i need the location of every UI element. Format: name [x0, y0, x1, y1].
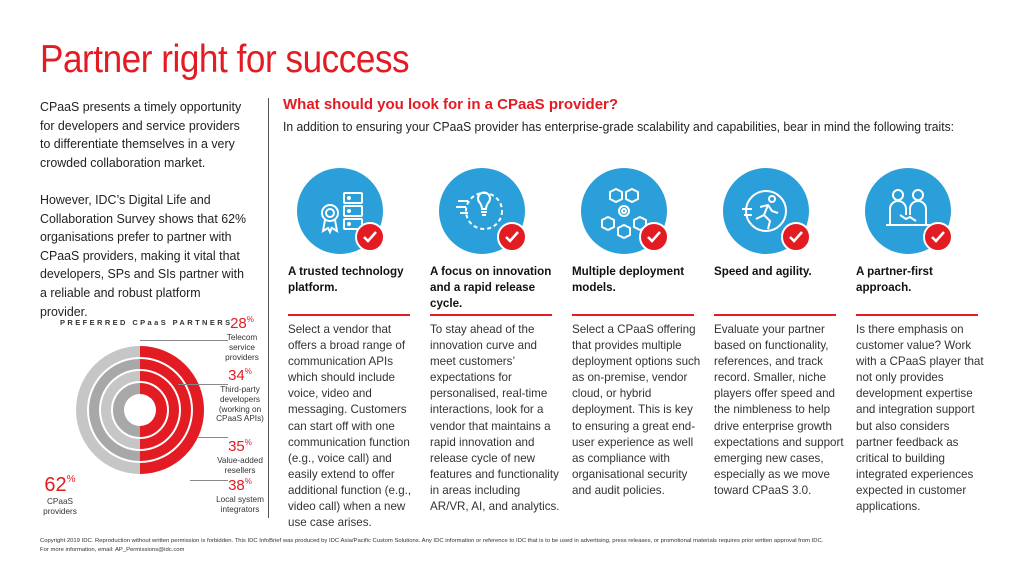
- partner-label: Local system integrators: [216, 495, 264, 514]
- partner-label: Telecom service providers: [225, 333, 259, 362]
- trait-trusted-platform: A trusted technology platform. Select a …: [283, 168, 415, 529]
- question-title: What should you look for in a CPaaS prov…: [283, 96, 619, 113]
- trait-heading: Speed and agility.: [714, 265, 812, 278]
- partner-cpaas-providers: 62% CPaaS providers: [40, 474, 80, 517]
- partners-chart-label: PREFERRED CPaaS PARTNERS: [60, 318, 233, 327]
- partner-label: Third-party developers (working on CPaaS…: [216, 385, 264, 424]
- trait-rule: [430, 314, 552, 316]
- partner-integrators: 38% Local system integrators: [216, 477, 264, 514]
- partner-pct: 34: [228, 367, 245, 384]
- partner-pct: 35: [228, 438, 245, 455]
- trait-heading: A partner-first approach.: [856, 265, 933, 294]
- trait-body: Select a vendor that offers a broad rang…: [288, 323, 412, 530]
- leader-line: [178, 384, 228, 385]
- question-subtitle: In addition to ensuring your CPaaS provi…: [283, 119, 955, 134]
- partner-resellers: 35% Value-added resellers: [217, 438, 263, 475]
- check-icon: [639, 222, 669, 252]
- check-icon: [781, 222, 811, 252]
- check-icon: [923, 222, 953, 252]
- partner-pct: 38: [228, 477, 245, 494]
- trait-heading: A trusted technology platform.: [288, 265, 404, 294]
- partner-label: CPaaS providers: [43, 497, 77, 516]
- trait-speed: Speed and agility. Evaluate your partner…: [709, 168, 844, 497]
- partner-label: Value-added resellers: [217, 456, 263, 475]
- trait-rule: [856, 314, 978, 316]
- intro-text: CPaaS presents a timely opportunity for …: [40, 98, 265, 340]
- trait-rule: [288, 314, 410, 316]
- trait-body: To stay ahead of the innovation curve an…: [430, 323, 560, 514]
- leader-line: [198, 437, 228, 438]
- partner-pct: 28: [230, 315, 247, 332]
- vertical-divider: [268, 98, 269, 518]
- trait-heading: Multiple deployment models.: [572, 265, 685, 294]
- trait-deployment: Multiple deployment models. Select a CPa…: [567, 168, 700, 497]
- trait-innovation: A focus on innovation and a rapid releas…: [425, 168, 560, 513]
- partner-developers: 34% Third-party developers (working on C…: [210, 367, 270, 424]
- trait-body: Select a CPaaS offering that provides mu…: [572, 323, 701, 497]
- page-title: Partner right for success: [40, 38, 410, 81]
- contact-text: For more information, email: AP_Permissi…: [40, 547, 185, 553]
- leader-line: [190, 480, 228, 481]
- check-icon: [497, 222, 527, 252]
- partner-pct: 62: [44, 474, 67, 496]
- trait-body: Is there emphasis on customer value? Wor…: [856, 323, 984, 514]
- trait-partner-first: A partner-first approach. Is there empha…: [851, 168, 984, 513]
- footer: Copyright 2019 IDC. Reproduction without…: [40, 537, 823, 555]
- check-icon: [355, 222, 385, 252]
- partner-telecom: 28% Telecom service providers: [218, 315, 266, 362]
- intro-paragraph-2: However, IDC’s Digital Life and Collabor…: [40, 191, 247, 319]
- trait-rule: [714, 314, 836, 316]
- ring-inner: [124, 394, 156, 426]
- leader-line: [140, 340, 228, 341]
- trait-heading: A focus on innovation and a rapid releas…: [430, 265, 552, 310]
- trait-rule: [572, 314, 694, 316]
- intro-paragraph-1: CPaaS presents a timely opportunity for …: [40, 99, 242, 170]
- copyright-text: Copyright 2019 IDC. Reproduction without…: [40, 538, 824, 544]
- trait-body: Evaluate your partner based on functiona…: [714, 323, 844, 497]
